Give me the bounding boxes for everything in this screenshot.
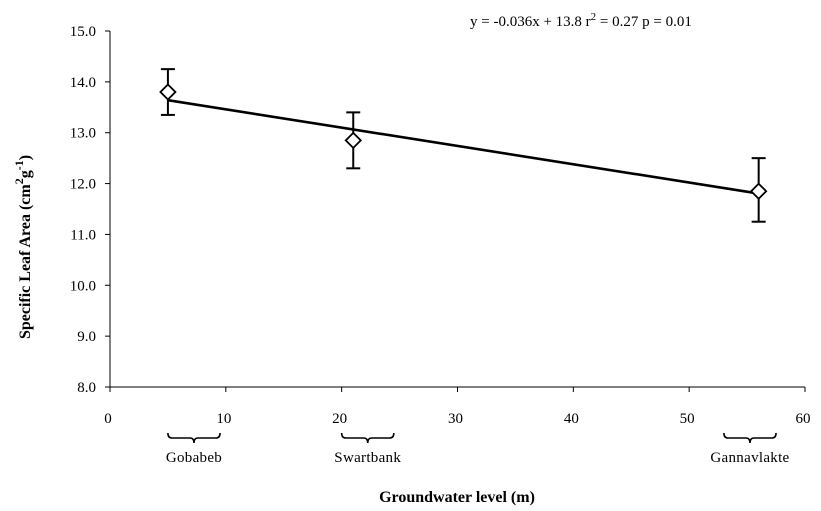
error-bars: [160, 68, 766, 223]
site-brackets: Gobabeb Swartbank Gannavlakte: [166, 432, 789, 466]
x-tick-label: 50: [680, 411, 695, 427]
site-bracket: [340, 432, 395, 444]
site-bracket: [723, 432, 777, 444]
site-bracket: [167, 432, 221, 444]
axes: [109, 31, 805, 388]
data-point: [749, 182, 768, 200]
y-tick-label: 13.0: [70, 126, 96, 142]
y-tick-label: 10.0: [70, 278, 96, 294]
x-axis-ticks: 0 10 20 30 40 50 60: [104, 387, 811, 427]
y-axis-ticks: 8.0 9.0 10.0 11.0 12.0 13.0 14.0 15.0: [70, 24, 110, 396]
x-axis-title: Groundwater level (m): [379, 489, 535, 506]
y-tick-label: 12.0: [70, 177, 96, 193]
site-label: Gannavlakte: [710, 450, 789, 466]
y-tick-label: 14.0: [70, 75, 96, 91]
data-point: [159, 83, 177, 101]
equation-label: y = -0.036x + 13.8 r2 = 0.27 p = 0.01: [470, 11, 692, 30]
x-tick-label: 60: [796, 411, 811, 427]
x-tick-label: 0: [104, 411, 112, 427]
site-label: Gobabeb: [166, 450, 222, 466]
y-tick-label: 9.0: [77, 329, 96, 345]
site-label: Swartbank: [334, 450, 401, 466]
y-axis-title: Specific Leaf Area (cm2g-1): [12, 155, 34, 339]
x-tick-label: 20: [332, 411, 347, 427]
trendline: [167, 98, 759, 195]
data-point: [344, 131, 363, 150]
x-tick-label: 40: [564, 411, 579, 427]
data-markers: [159, 83, 768, 200]
y-tick-label: 11.0: [70, 227, 96, 243]
trendline-group: [167, 98, 759, 195]
x-tick-label: 30: [448, 411, 463, 427]
x-tick-label: 10: [216, 411, 231, 427]
y-tick-label: 8.0: [77, 380, 96, 396]
y-tick-label: 15.0: [70, 24, 96, 40]
